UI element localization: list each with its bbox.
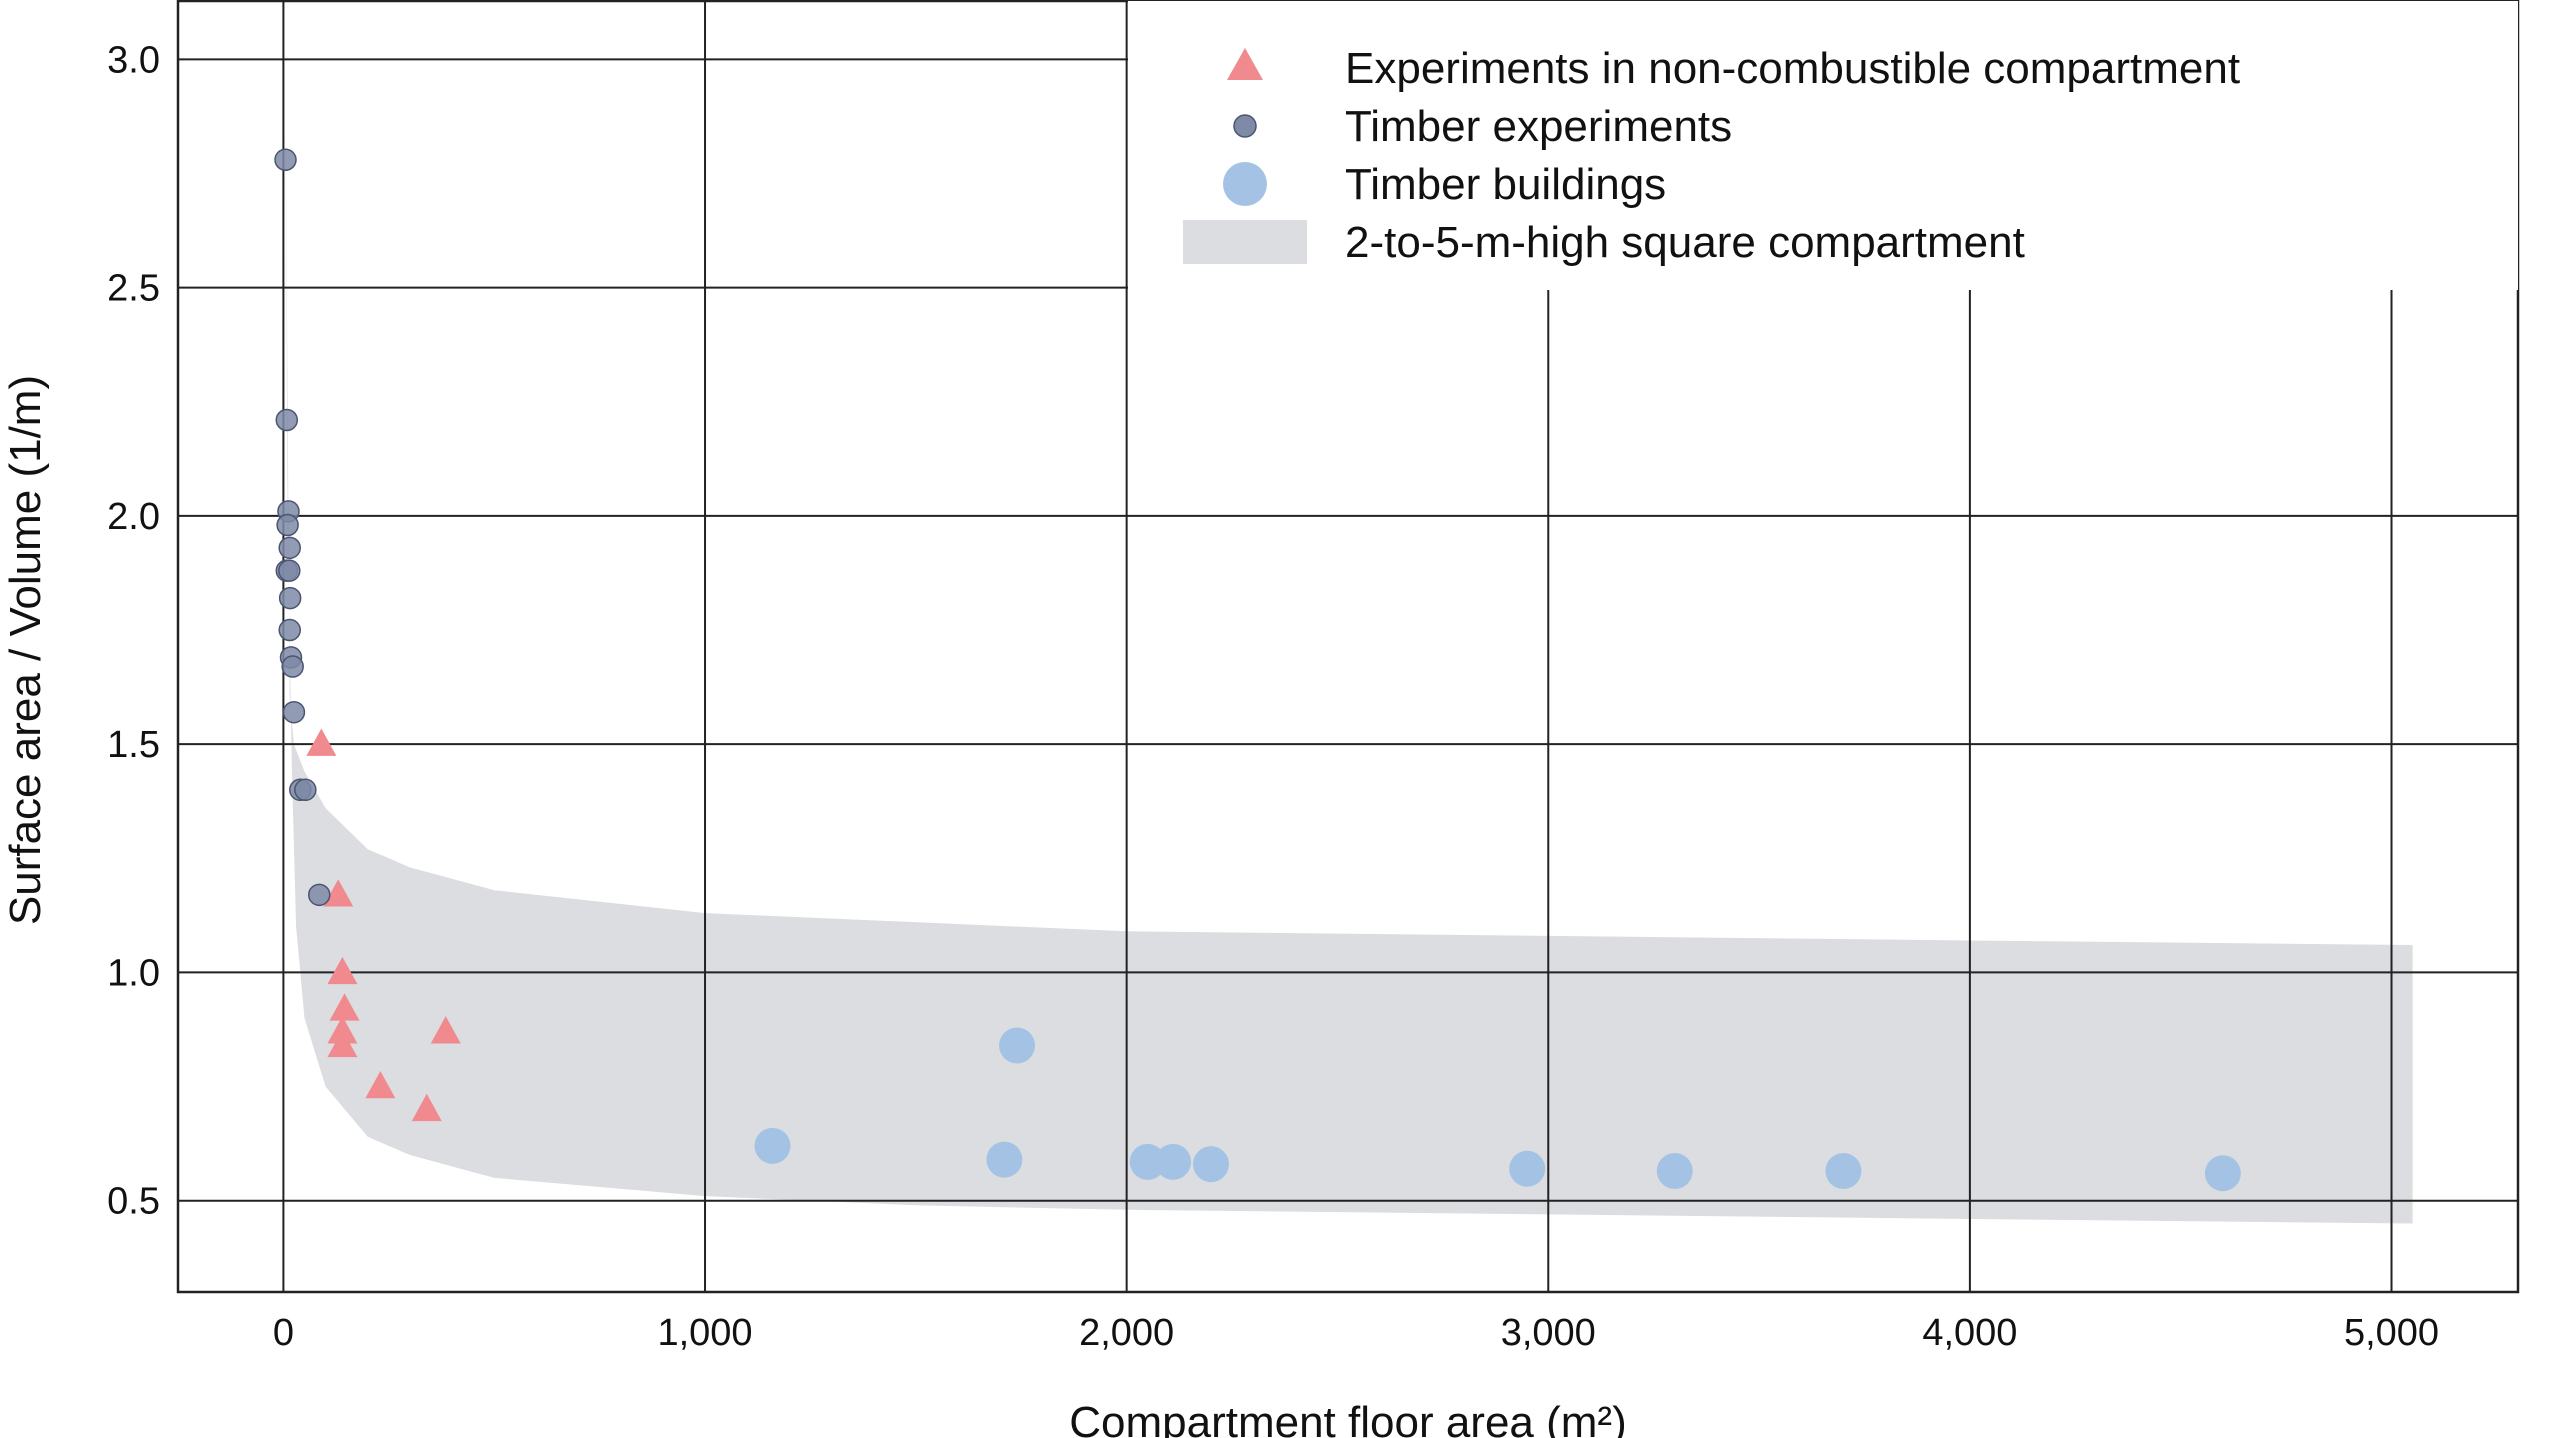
timber-building-point-5 (1192, 1146, 1229, 1183)
non-combustible-point-0 (306, 728, 337, 756)
legend-band-swatch (1183, 220, 1307, 264)
legend-background (1128, 1, 2518, 290)
y-tick-label-4: 2.5 (107, 268, 160, 310)
legend-small-circle-icon (1233, 114, 1257, 138)
marks-layer (274, 148, 2241, 1192)
legend-large-circle-icon (1223, 162, 1267, 206)
non-combustible-point-6 (365, 1070, 396, 1099)
legend-label-0: Experiments in non-combustible compartme… (1345, 44, 2240, 93)
timber-building-point-1 (986, 1141, 1023, 1178)
non-combustible-point-7 (411, 1093, 442, 1122)
timber-building-point-7 (1656, 1153, 1693, 1190)
non-combustible-point-4 (327, 1016, 358, 1044)
timber-experiment-point-7 (278, 586, 302, 610)
x-tick-label-4: 4,000 (1922, 1312, 2017, 1354)
tick-labels: 0 1,000 2,000 3,000 4,000 5,000 0.5 1.0 1.5 2.0 2.… (107, 39, 2439, 1354)
x-tick-label-0: 0 (273, 1312, 294, 1354)
timber-building-point-4 (1155, 1143, 1192, 1180)
non-combustible-point-3 (329, 993, 360, 1021)
non-combustible-point-5 (327, 1029, 358, 1058)
timber-building-point-2 (999, 1027, 1036, 1064)
timber-building-point-3 (1129, 1143, 1166, 1180)
timber-experiment-point-14 (307, 883, 331, 907)
legend-label-2: Timber buildings (1345, 160, 1666, 209)
legend-label-1: Timber experiments (1345, 102, 1732, 151)
x-axis-title: Compartment floor area (m²) (1069, 1398, 1626, 1438)
y-axis-title: Surface area / Volume (1/m) (1, 375, 50, 925)
legend-label-3: 2-to-5-m-high square compartment (1345, 218, 2025, 267)
timber-building-point-0 (754, 1127, 791, 1164)
legend: Experiments in non-combustible compartme… (1128, 1, 2518, 290)
compartment-band (285, 105, 2413, 1224)
y-tick-label-1: 1.0 (107, 952, 160, 994)
non-combustible-point-2 (327, 956, 358, 985)
timber-building-point-6 (1509, 1150, 1546, 1187)
timber-building-point-8 (1825, 1153, 1862, 1190)
timber-experiment-point-8 (278, 618, 301, 642)
band-layer (285, 105, 2413, 1224)
y-tick-label-2: 1.5 (107, 724, 160, 766)
x-tick-label-5: 5,000 (2344, 1312, 2439, 1354)
x-tick-label-1: 1,000 (657, 1312, 752, 1354)
timber-experiment-point-4 (278, 536, 301, 560)
grid-layer (178, 0, 2518, 1292)
non-combustible-point-1 (323, 879, 354, 907)
timber-experiment-point-1 (275, 408, 299, 432)
legend-triangle-icon (1227, 48, 1263, 80)
x-tick-label-3: 3,000 (1501, 1312, 1596, 1354)
y-tick-label-3: 2.0 (107, 496, 160, 538)
timber-experiment-point-11 (282, 700, 306, 724)
timber-experiment-point-13 (294, 778, 317, 802)
y-tick-label-0: 0.5 (107, 1181, 160, 1223)
timber-experiment-point-3 (276, 513, 299, 537)
timber-experiment-point-0 (274, 148, 297, 172)
timber-experiment-point-6 (278, 559, 301, 582)
timber-building-point-9 (2204, 1155, 2241, 1192)
x-tick-label-2: 2,000 (1079, 1312, 1174, 1354)
y-tick-label-5: 3.0 (107, 39, 160, 81)
non-combustible-point-8 (430, 1016, 461, 1044)
timber-experiment-point-10 (281, 655, 304, 678)
